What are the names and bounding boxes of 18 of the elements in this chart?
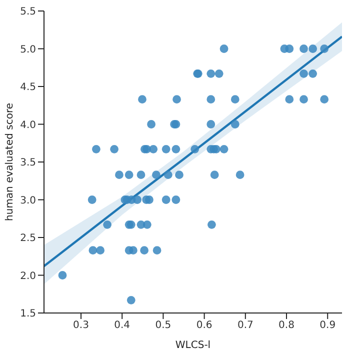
y-tick-label: 5.5 xyxy=(20,6,36,18)
y-tick-label: 2.0 xyxy=(20,270,36,282)
x-tick-label: 0.6 xyxy=(196,320,212,332)
x-tick-label: 0.4 xyxy=(114,320,130,332)
x-tick-label: 0.5 xyxy=(155,320,172,332)
y-tick-label: 2.5 xyxy=(20,233,36,244)
y-tick-label: 5.0 xyxy=(20,44,36,56)
y-axis-title: human evaluated score xyxy=(4,103,16,221)
x-tick-label: 0.3 xyxy=(73,320,89,332)
y-tick-label: 4.5 xyxy=(20,82,36,94)
x-tick-label: 0.7 xyxy=(237,320,254,332)
x-tick-label: 0.9 xyxy=(320,320,336,332)
y-tick-label: 3.0 xyxy=(20,195,36,206)
x-tick-label: 0.8 xyxy=(278,320,294,332)
y-tick-label: 3.5 xyxy=(20,158,36,169)
y-tick-label: 4.0 xyxy=(20,120,36,131)
y-tick-label: 1.5 xyxy=(20,308,36,320)
x-axis-title: WLCS-l xyxy=(175,340,211,351)
